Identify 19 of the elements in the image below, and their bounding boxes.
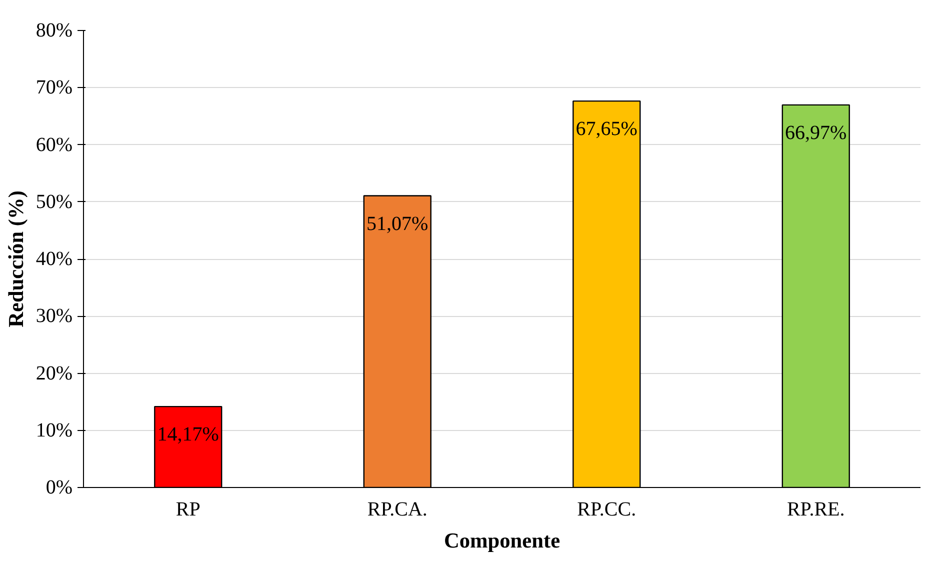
x-tick-label: RP [176, 498, 200, 520]
x-tick-label: RP.CC. [577, 498, 636, 520]
y-axis-title: Reducción (%) [4, 190, 28, 328]
y-tick-label: 50% [36, 190, 73, 213]
y-tick-label: 70% [36, 76, 73, 99]
y-tick-label: 60% [36, 134, 73, 156]
y-tick-label: 40% [36, 248, 73, 270]
y-tick-label: 20% [36, 362, 73, 384]
x-tick-label: RP.RE. [786, 498, 845, 520]
x-axis-title: Componente [444, 528, 560, 552]
data-label: 14,17% [157, 424, 219, 446]
y-tick-label: 80% [36, 20, 73, 42]
y-tick-label: 30% [36, 305, 73, 328]
x-tick-label: RP.CA. [367, 498, 428, 520]
data-label: 51,07% [366, 212, 428, 235]
data-label: 67,65% [576, 118, 638, 140]
y-tick-label: 10% [36, 419, 73, 442]
data-label: 66,97% [785, 122, 847, 144]
y-tick-label: 0% [46, 476, 73, 498]
